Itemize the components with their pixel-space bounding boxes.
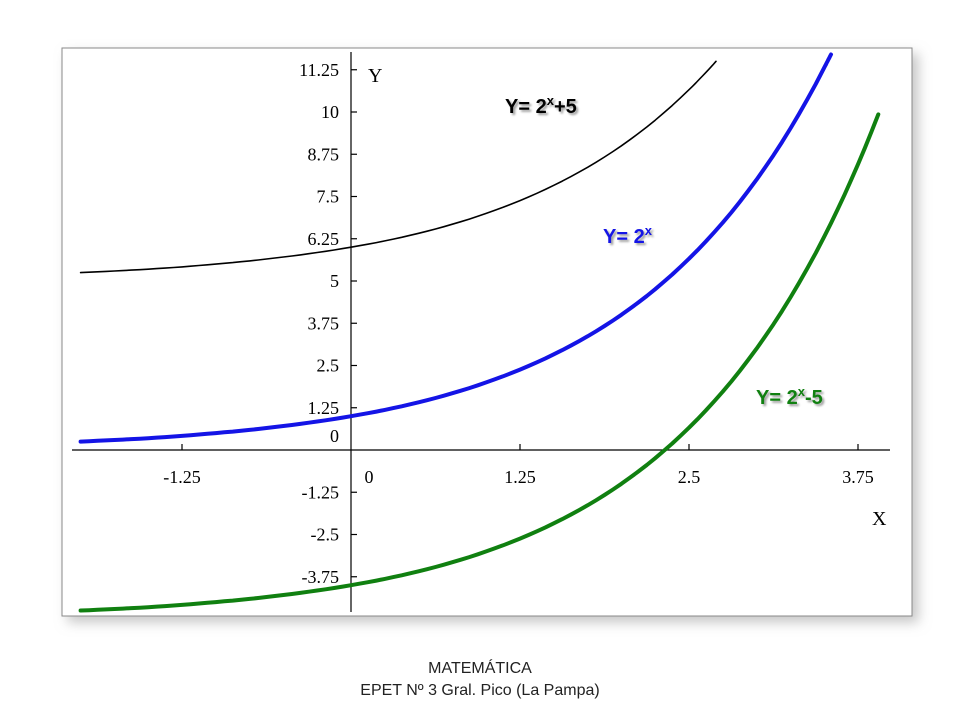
x-tick-label: 0 bbox=[365, 467, 374, 487]
series-line bbox=[79, 60, 717, 274]
y-tick-label: 3.75 bbox=[308, 313, 340, 333]
y-tick-label: 11.25 bbox=[299, 60, 339, 80]
y-tick-label: 1.25 bbox=[308, 398, 340, 418]
series-label-base: Y= 2 bbox=[756, 387, 798, 409]
footer: MATEMÁTICA EPET Nº 3 Gral. Pico (La Pamp… bbox=[0, 658, 960, 702]
chart-figure: -1.25 0 1.25 2.5 3.75 -3.75 -2.5 -1.25 0 1.25 2.5 3… bbox=[61, 47, 913, 617]
y-tick-label: 2.5 bbox=[317, 356, 340, 376]
series-line bbox=[78, 112, 881, 613]
series-label-exponent: x bbox=[645, 223, 653, 238]
series-label-offset: -5 bbox=[805, 387, 823, 409]
x-tick-label: 2.5 bbox=[678, 467, 701, 487]
series-label-exponent: x bbox=[547, 93, 555, 108]
footer-subject: MATEMÁTICA bbox=[428, 660, 532, 677]
x-tick-label: -1.25 bbox=[163, 467, 201, 487]
y-tick-label: -2.5 bbox=[311, 525, 340, 545]
plot-area bbox=[61, 47, 913, 617]
footer-school: EPET Nº 3 Gral. Pico (La Pampa) bbox=[360, 682, 600, 699]
tick-marks bbox=[181, 69, 859, 578]
series-label-offset: +5 bbox=[554, 96, 577, 118]
y-tick-label: -1.25 bbox=[302, 482, 340, 502]
series-label: Y= 2x+5 bbox=[505, 93, 577, 118]
series-line bbox=[78, 52, 833, 444]
y-tick-label: 10 bbox=[321, 102, 339, 122]
y-tick-label: -3.75 bbox=[302, 567, 340, 587]
x-tick-label: 1.25 bbox=[504, 467, 536, 487]
y-axis-label: Y bbox=[368, 65, 382, 87]
y-tick-label: 8.75 bbox=[308, 144, 340, 164]
x-tick-label: 3.75 bbox=[842, 467, 874, 487]
series-label-exponent: x bbox=[798, 384, 806, 399]
series-label-base: Y= 2 bbox=[505, 96, 547, 118]
labels: -1.25 0 1.25 2.5 3.75 -3.75 -2.5 -1.25 0 1.25 2.5 3… bbox=[163, 60, 887, 587]
y-tick-label: 6.25 bbox=[308, 229, 340, 249]
curves bbox=[78, 52, 881, 613]
series-label: Y= 2x bbox=[603, 223, 653, 248]
y-tick-label: 7.5 bbox=[317, 187, 340, 207]
axes bbox=[72, 52, 890, 612]
y-tick-label: 5 bbox=[330, 271, 339, 291]
y-tick-label: 0 bbox=[330, 426, 339, 446]
series-label: Y= 2x-5 bbox=[756, 384, 823, 409]
x-axis-label: X bbox=[872, 508, 887, 530]
series-label-base: Y= 2 bbox=[603, 226, 645, 248]
